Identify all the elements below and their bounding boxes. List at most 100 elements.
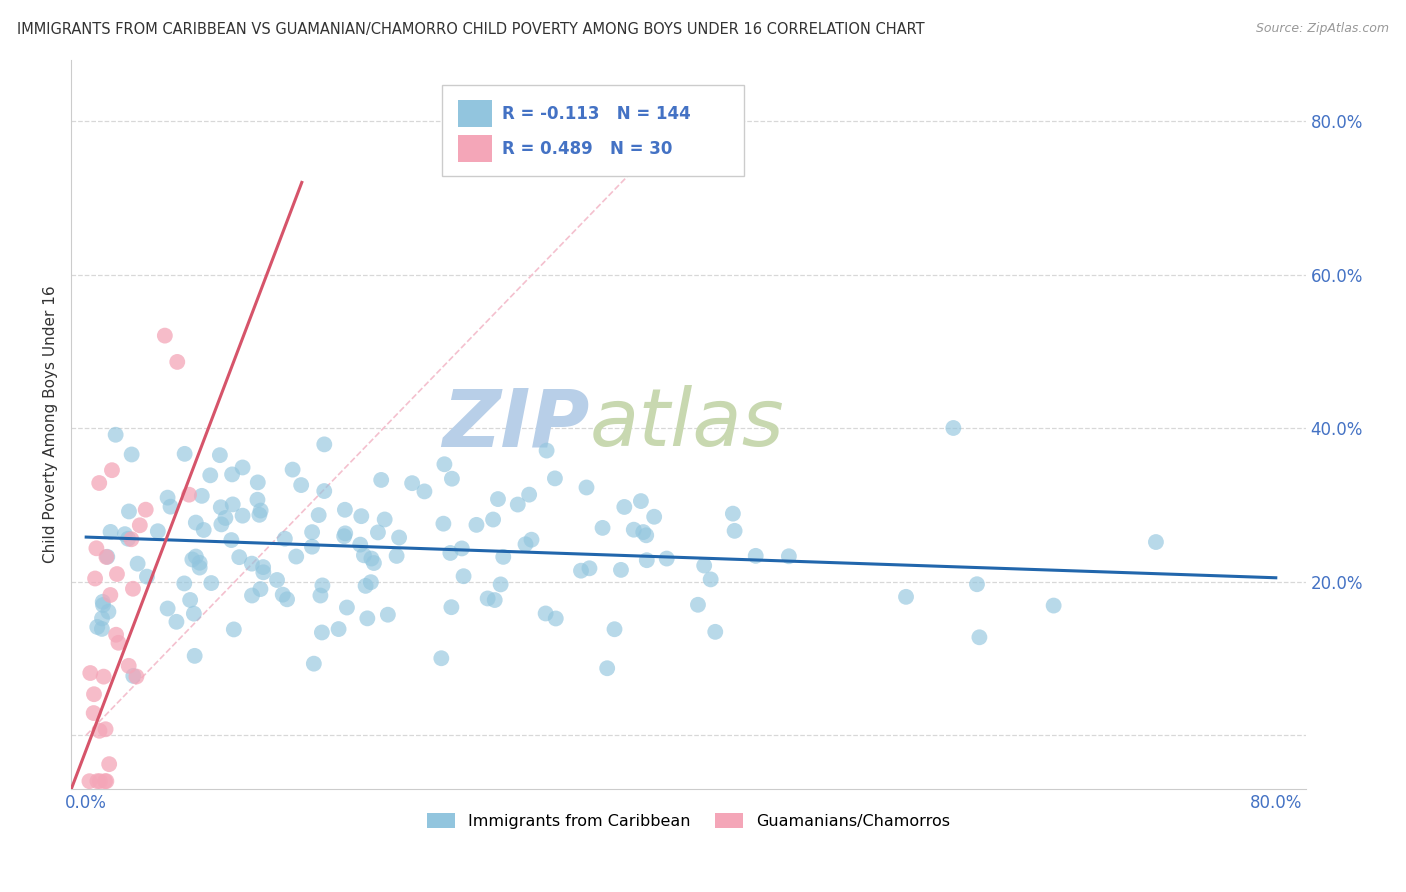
Point bbox=[301, 540, 323, 554]
Point bbox=[515, 537, 537, 551]
Text: R = -0.113   N = 144: R = -0.113 N = 144 bbox=[502, 104, 690, 122]
Point bbox=[388, 531, 411, 545]
Point bbox=[153, 328, 176, 343]
Point bbox=[655, 551, 678, 566]
Point bbox=[308, 508, 330, 522]
Point bbox=[721, 507, 744, 521]
Point bbox=[246, 475, 269, 490]
Point bbox=[385, 549, 408, 563]
Text: R = 0.489   N = 30: R = 0.489 N = 30 bbox=[502, 139, 672, 158]
Point bbox=[221, 467, 243, 482]
Point bbox=[191, 489, 214, 503]
Point bbox=[465, 517, 488, 532]
Point bbox=[699, 573, 721, 587]
Point bbox=[96, 774, 118, 789]
Point bbox=[105, 567, 128, 582]
Point bbox=[744, 549, 766, 563]
Point bbox=[520, 533, 543, 547]
Point bbox=[353, 549, 375, 563]
Point bbox=[252, 566, 274, 580]
Point bbox=[489, 577, 512, 591]
Point bbox=[302, 657, 325, 671]
Point bbox=[179, 593, 201, 607]
Point bbox=[98, 757, 121, 772]
Point bbox=[208, 448, 231, 462]
Point bbox=[377, 607, 399, 622]
Point bbox=[118, 504, 141, 518]
Point bbox=[440, 600, 463, 615]
Point bbox=[146, 524, 169, 539]
Point bbox=[156, 491, 179, 505]
Point bbox=[156, 601, 179, 615]
Point bbox=[222, 497, 245, 511]
Point bbox=[367, 525, 389, 540]
Point bbox=[183, 648, 205, 663]
Point bbox=[314, 484, 336, 499]
Point bbox=[942, 421, 965, 435]
Point bbox=[232, 508, 254, 523]
Point bbox=[128, 518, 150, 533]
Point bbox=[90, 622, 112, 636]
Point bbox=[232, 460, 254, 475]
Point bbox=[693, 558, 716, 573]
Point bbox=[281, 462, 304, 476]
Point bbox=[544, 471, 567, 485]
Point bbox=[193, 523, 215, 537]
Point bbox=[209, 500, 232, 515]
Point bbox=[96, 549, 118, 564]
Point bbox=[636, 553, 658, 567]
Point bbox=[94, 774, 117, 789]
Point bbox=[166, 355, 188, 369]
Point bbox=[401, 476, 423, 491]
Point bbox=[165, 615, 187, 629]
Point bbox=[221, 533, 243, 547]
Point bbox=[135, 502, 157, 516]
FancyBboxPatch shape bbox=[441, 85, 744, 177]
Point bbox=[363, 556, 385, 570]
Point bbox=[311, 625, 333, 640]
Point bbox=[114, 527, 136, 541]
Point bbox=[778, 549, 800, 564]
Point bbox=[592, 521, 614, 535]
Point bbox=[360, 551, 382, 566]
Point bbox=[104, 427, 127, 442]
Point bbox=[633, 524, 655, 539]
Point bbox=[1144, 535, 1167, 549]
Point bbox=[118, 658, 141, 673]
Point bbox=[200, 468, 222, 483]
Point bbox=[328, 622, 350, 636]
Point bbox=[603, 622, 626, 636]
Point bbox=[578, 561, 600, 575]
Text: Source: ZipAtlas.com: Source: ZipAtlas.com bbox=[1256, 22, 1389, 36]
Point bbox=[894, 590, 917, 604]
Point bbox=[1042, 599, 1064, 613]
FancyBboxPatch shape bbox=[457, 136, 492, 161]
Point bbox=[86, 620, 108, 634]
Point bbox=[86, 774, 108, 789]
Point bbox=[173, 447, 195, 461]
Point bbox=[360, 575, 382, 590]
Point bbox=[290, 478, 312, 492]
Point bbox=[181, 552, 204, 566]
Point bbox=[686, 598, 709, 612]
Point bbox=[228, 550, 250, 565]
Point bbox=[117, 532, 139, 546]
Point bbox=[107, 636, 129, 650]
Point bbox=[354, 579, 377, 593]
Point bbox=[723, 524, 745, 538]
Point bbox=[453, 569, 475, 583]
Point bbox=[374, 512, 396, 526]
Point bbox=[450, 541, 472, 556]
Point bbox=[285, 549, 308, 564]
Point bbox=[966, 577, 988, 591]
FancyBboxPatch shape bbox=[457, 101, 492, 127]
Point bbox=[274, 532, 297, 546]
Point bbox=[517, 488, 540, 502]
Point bbox=[209, 517, 232, 532]
Point bbox=[575, 481, 598, 495]
Point bbox=[506, 498, 529, 512]
Point bbox=[596, 661, 619, 675]
Point bbox=[484, 593, 506, 607]
Point bbox=[100, 524, 122, 539]
Point bbox=[184, 516, 207, 530]
